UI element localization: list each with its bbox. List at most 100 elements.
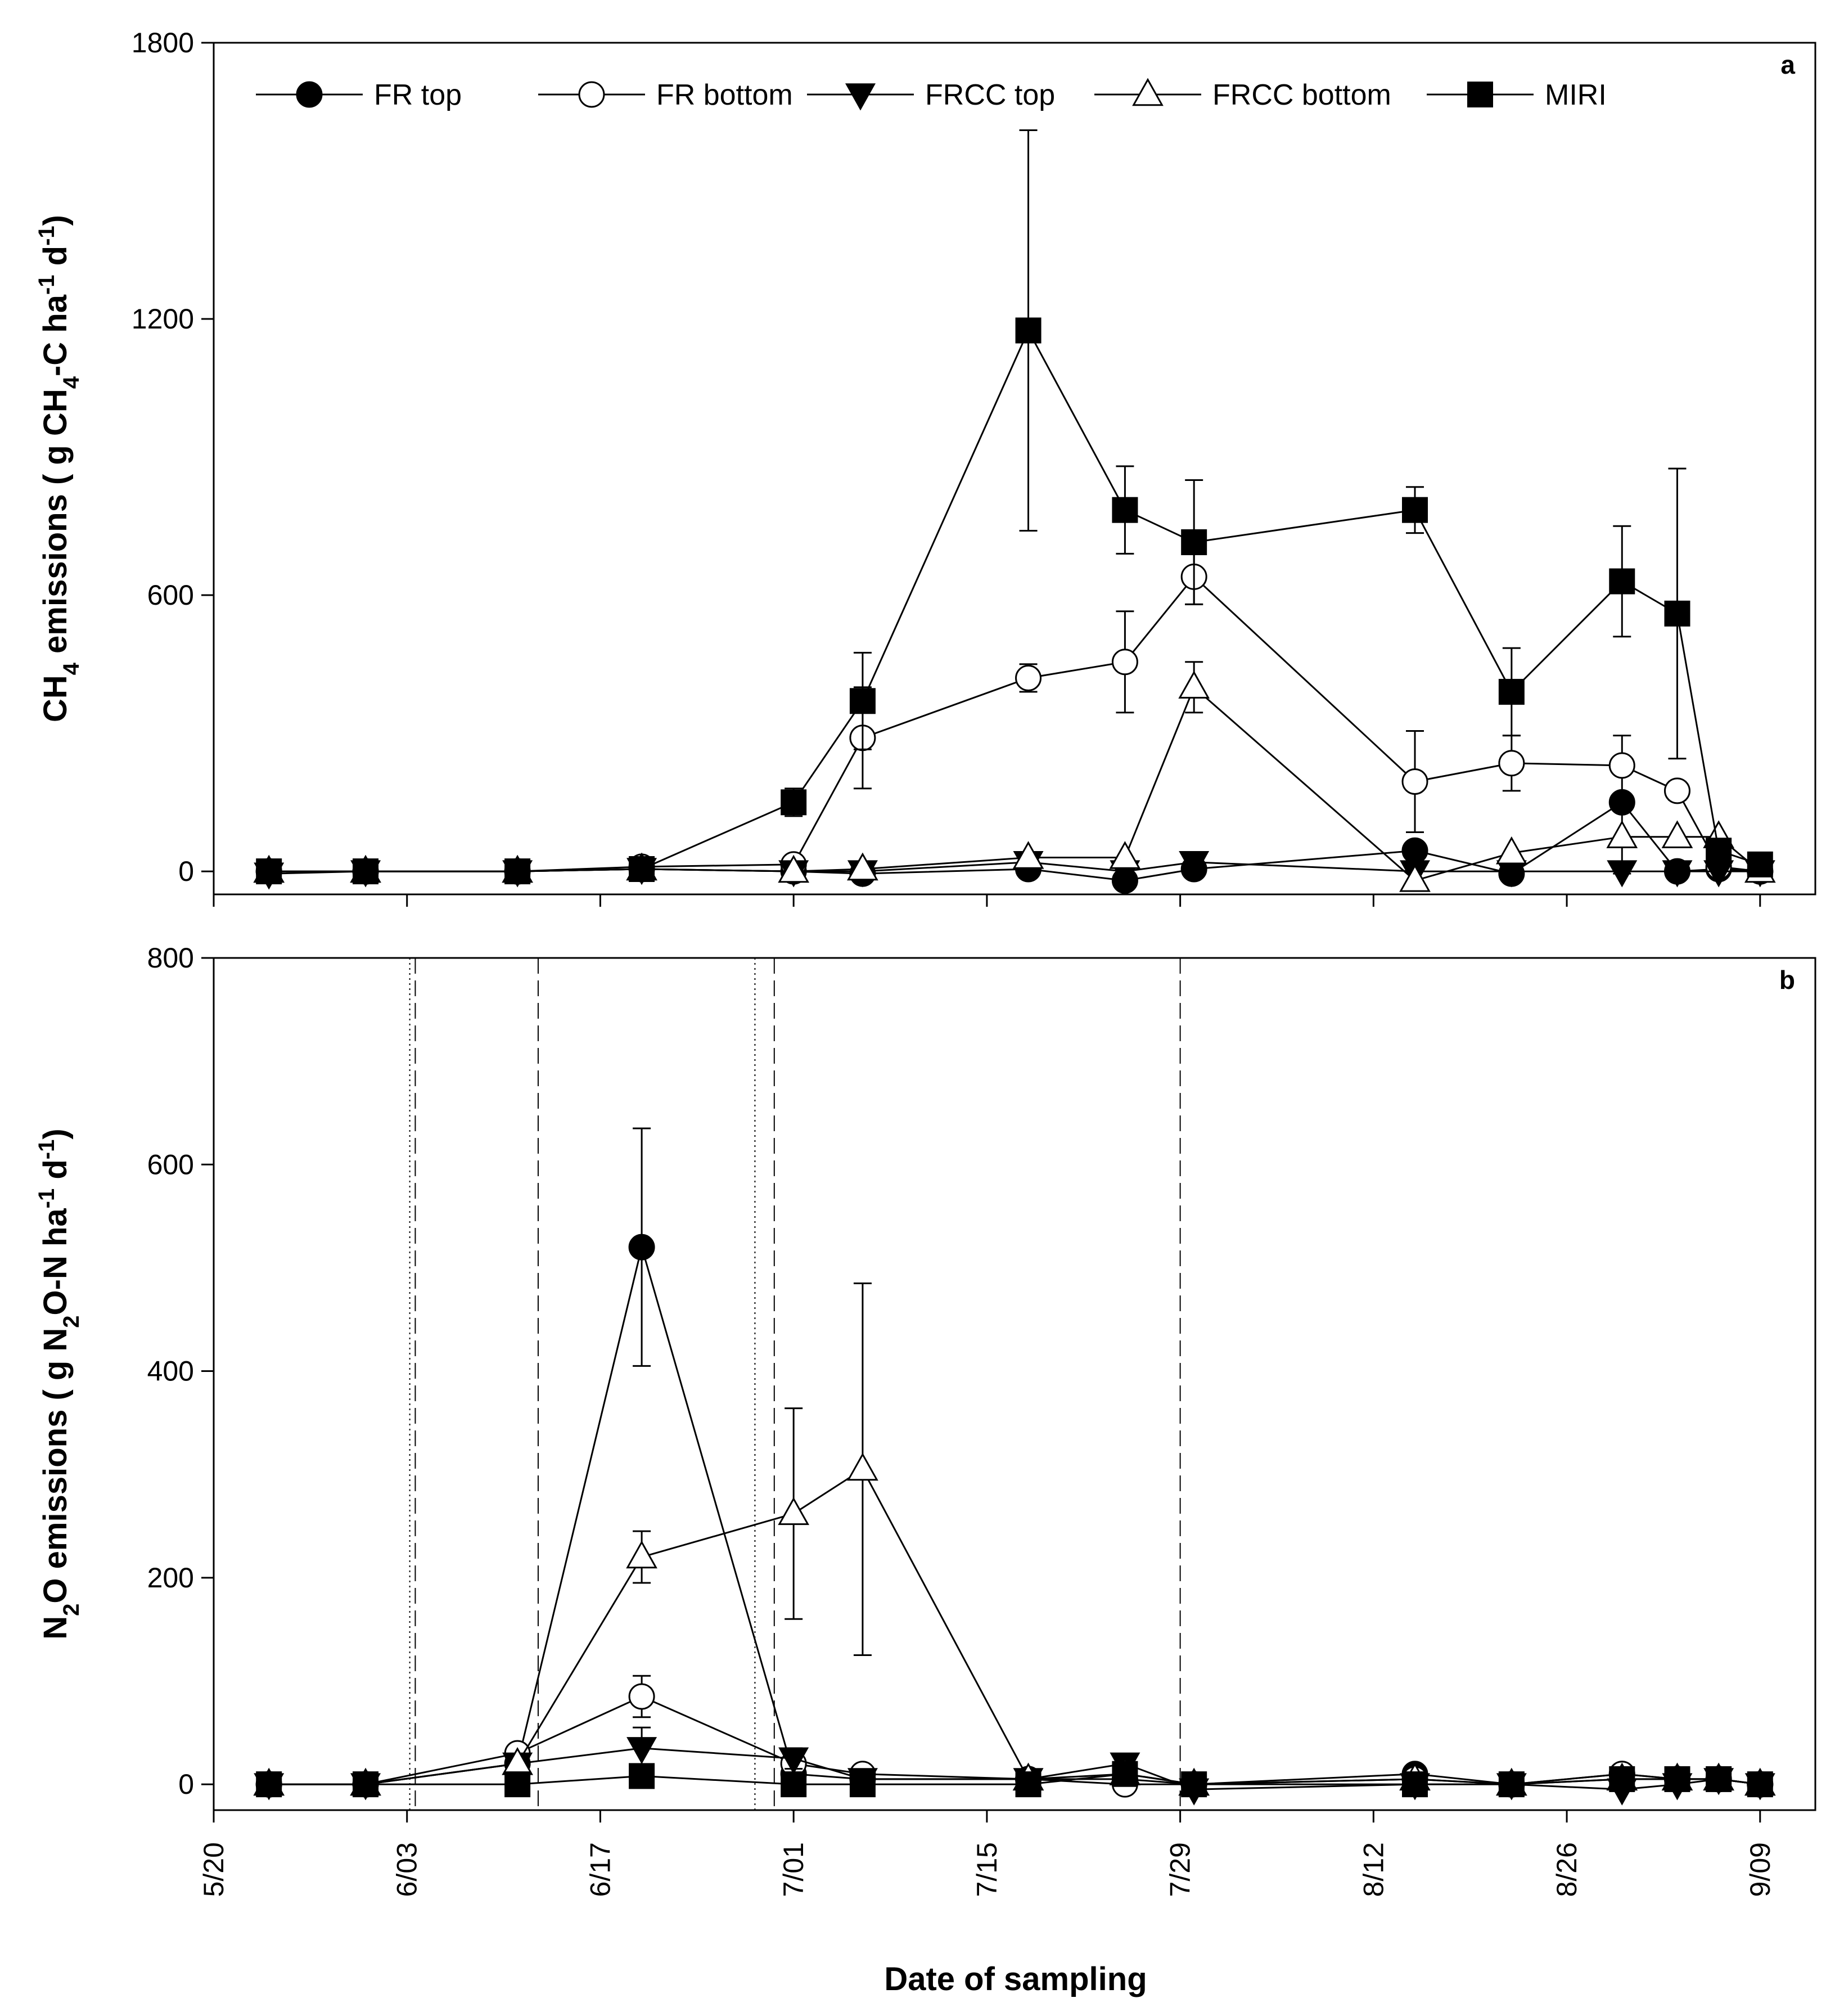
y-axis-title-part: -1	[34, 226, 59, 246]
legend-marker	[296, 81, 323, 108]
y-axis-title-part: 4	[59, 376, 84, 389]
legend-label: FR bottom	[656, 79, 793, 111]
x-tick-label: 6/03	[391, 1842, 423, 1897]
y-axis-title-part: )	[37, 215, 74, 226]
y-tick-label: 600	[147, 1149, 194, 1180]
x-tick-label: 5/20	[198, 1842, 229, 1897]
y-axis-title-part: d	[37, 246, 74, 275]
data-point	[504, 858, 531, 885]
legend-label: FR top	[374, 79, 462, 111]
y-axis-title-part: CH	[37, 675, 74, 722]
y-axis-title: CH4 emissions ( g CH4-C ha-1 d-1)	[34, 215, 84, 722]
series-miri	[256, 1761, 1773, 1798]
data-point	[1661, 820, 1693, 848]
x-axis-title: Date of sampling	[884, 1961, 1147, 1997]
data-point	[256, 1771, 282, 1798]
y-axis-title: N2O emissions ( g N2O-N ha-1 d-1)	[34, 1128, 84, 1639]
data-point	[256, 858, 282, 885]
data-point	[849, 1771, 876, 1798]
x-tick-label: 7/29	[1165, 1842, 1196, 1897]
data-point	[1111, 649, 1138, 676]
legend-marker	[1467, 82, 1493, 107]
data-point	[849, 688, 876, 714]
y-axis-title-part: 2	[59, 1315, 84, 1328]
data-point	[1179, 851, 1210, 879]
data-point	[1112, 497, 1138, 523]
data-point	[778, 1497, 810, 1526]
data-point	[1609, 1766, 1635, 1792]
series-miri	[256, 129, 1773, 885]
data-point	[1181, 1771, 1207, 1798]
data-point	[628, 1683, 655, 1710]
data-point	[847, 852, 878, 881]
legend-label: FRCC top	[925, 79, 1055, 111]
y-axis-title-part: 2	[59, 1604, 84, 1616]
panel-letter: b	[1779, 965, 1795, 994]
x-tick-label: 8/12	[1358, 1842, 1389, 1897]
panel-b: 0 200 400 600 800 5/20 6/03 6/17 7/01 7/15 7/29 8/1…	[34, 942, 1816, 1897]
y-axis-title-part: emissions ( g CH	[37, 389, 74, 663]
data-point	[1015, 664, 1042, 691]
data-point	[626, 1737, 657, 1765]
data-point	[778, 1747, 809, 1775]
legend-label: FRCC bottom	[1212, 79, 1391, 111]
y-tick-label: 600	[147, 579, 194, 611]
x-tick-label: 6/17	[584, 1842, 616, 1897]
data-point	[1015, 1771, 1042, 1798]
legend-marker	[578, 81, 605, 108]
legend-label: MIRI	[1545, 79, 1607, 111]
y-axis-title-part: N	[37, 1616, 74, 1640]
y-axis-title-part: -1	[34, 1140, 59, 1160]
x-tick-label: 8/26	[1551, 1842, 1582, 1897]
y-tick-label: 800	[147, 942, 194, 974]
data-point	[1498, 678, 1525, 705]
data-point	[1178, 670, 1210, 699]
legend-marker	[845, 83, 876, 111]
y-tick-label: 1800	[132, 27, 194, 58]
data-point	[1747, 1771, 1773, 1798]
data-point	[778, 854, 810, 883]
data-point	[1498, 750, 1525, 777]
data-point	[1608, 752, 1635, 779]
plot-frame	[213, 42, 1816, 896]
y-axis-title-part: )	[37, 1128, 74, 1139]
legend-marker	[1132, 78, 1164, 106]
data-point	[1663, 777, 1690, 804]
panel-letter: a	[1780, 50, 1795, 79]
data-point	[1402, 497, 1428, 523]
data-point	[353, 858, 379, 885]
data-point	[1399, 863, 1431, 892]
y-axis-title-part: 4	[59, 662, 84, 675]
x-tick-label: 7/15	[971, 1842, 1003, 1897]
data-point	[504, 1771, 531, 1798]
data-point	[1664, 1766, 1690, 1792]
data-point	[1401, 768, 1428, 795]
data-point	[1015, 317, 1042, 344]
y-axis-title-part: d	[37, 1159, 74, 1189]
data-point	[628, 1234, 655, 1261]
data-point	[1609, 568, 1635, 595]
data-point	[1402, 1771, 1428, 1798]
data-point	[1706, 838, 1732, 864]
data-point	[1662, 860, 1693, 888]
data-point	[626, 1540, 657, 1569]
x-tick-label: 9/09	[1744, 1842, 1776, 1897]
data-point	[847, 1452, 878, 1481]
data-point	[781, 1771, 807, 1798]
y-axis-title-part: -1	[34, 1189, 59, 1209]
data-point	[1498, 1771, 1525, 1798]
y-axis-title-part: O-N ha	[37, 1208, 74, 1316]
data-point	[781, 789, 807, 816]
y-axis-title-part: O emissions ( g N	[37, 1328, 74, 1604]
data-point	[1181, 529, 1207, 555]
data-point	[1112, 1761, 1138, 1787]
data-point	[1401, 837, 1428, 864]
y-tick-label: 200	[147, 1562, 194, 1594]
y-tick-label: 400	[147, 1356, 194, 1387]
data-point	[1606, 820, 1638, 848]
data-point	[1706, 1766, 1732, 1792]
y-axis-title-part: -C ha	[37, 294, 74, 376]
data-point	[353, 1771, 379, 1798]
